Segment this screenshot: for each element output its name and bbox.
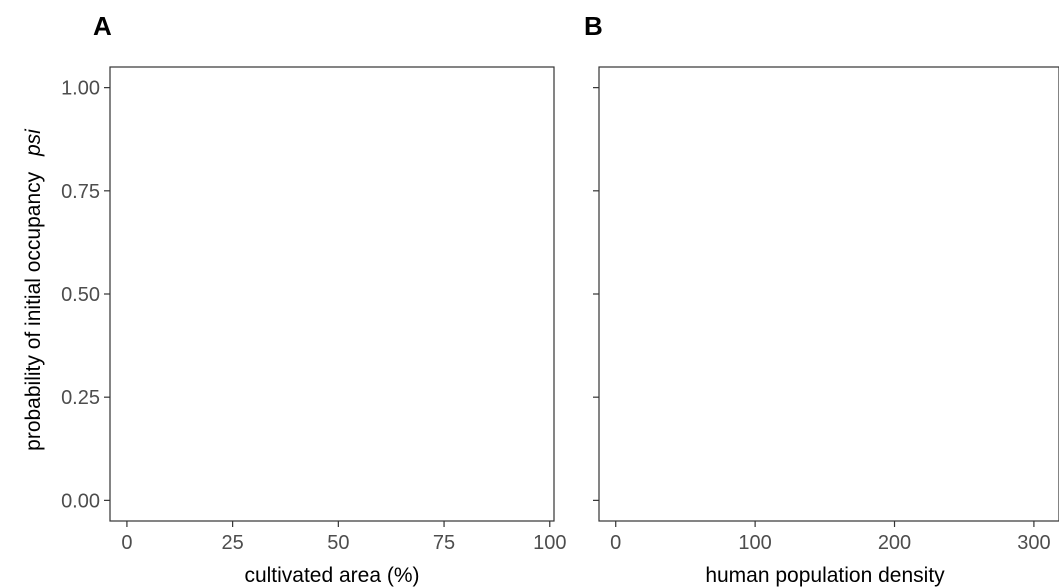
panel-a-x-tick-label: 75 <box>433 532 455 554</box>
panel-a-x-tick-label: 25 <box>222 532 244 554</box>
panel-b-x-tick-label: 200 <box>878 532 911 554</box>
panel-a-y-tick-label: 0.00 <box>61 490 100 512</box>
panel-a-x-axis-title: cultivated area (%) <box>244 564 419 587</box>
panel-a-x-tick-label: 100 <box>533 532 566 554</box>
panel-a-x-tick-label: 0 <box>121 532 132 554</box>
panel-a-tag: A <box>93 11 112 41</box>
panel-b-border <box>598 66 1059 522</box>
panel-b-x-tick-label: 300 <box>1017 532 1050 554</box>
panel-a-y-tick-label: 0.50 <box>61 284 100 306</box>
panel-a-x-tick-label: 50 <box>327 532 349 554</box>
y-axis-title: probability of initial occupancy psi <box>22 128 45 451</box>
panel-b-axes: 0 100 200 300 <box>593 87 1051 554</box>
panel-a-y-tick-label: 0.25 <box>61 387 100 409</box>
panel-a-y-tick-label: 0.75 <box>61 181 100 203</box>
y-axis-title-main: probability of initial occupancy <box>22 171 45 450</box>
y-axis-title-italic: psi <box>22 128 45 157</box>
panel-a-axes: 0 25 50 75 100 0.00 0.25 0.50 0.75 1.00 <box>61 78 566 554</box>
panel-b-x-tick-label: 0 <box>610 532 621 554</box>
panel-b: 0 100 200 300 <box>593 66 1059 554</box>
panel-b-x-tick-label: 100 <box>738 532 771 554</box>
panel-a-border <box>109 66 555 522</box>
panel-a: 0 25 50 75 100 0.00 0.25 0.50 0.75 1.00 <box>61 66 566 554</box>
panel-b-tag: B <box>584 11 603 41</box>
panel-b-x-axis-title: human population density <box>705 564 945 587</box>
panel-a-y-tick-label: 1.00 <box>61 78 100 100</box>
